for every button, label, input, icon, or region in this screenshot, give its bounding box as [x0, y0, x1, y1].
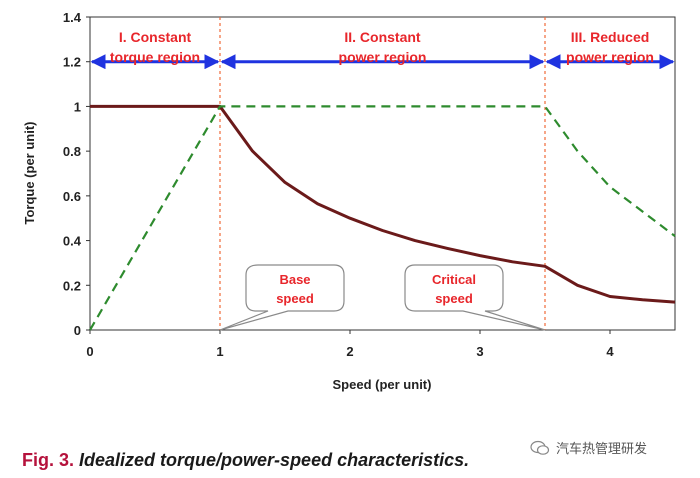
y-tick-label: 0.8 [63, 144, 81, 159]
region-labels: I. Constant torque region II. Constant powe… [110, 29, 654, 65]
y-axis-label: Torque (per unit) [22, 121, 37, 224]
annotation-callouts: Base speed Critical speed [219, 264, 546, 331]
callout-text-line1: Base [279, 272, 310, 287]
callout-box [404, 264, 546, 331]
x-tick-labels: 0 1 2 3 4 [86, 330, 614, 359]
power-line [89, 105, 676, 331]
y-tick-label: 0 [74, 323, 81, 338]
x-axis-label: Speed (per unit) [333, 377, 432, 392]
callout-text-line2: speed [276, 291, 314, 306]
region-label-line2: torque region [110, 49, 200, 65]
y-tick-label: 0.6 [63, 189, 81, 204]
region-label-line1: I. Constant [119, 29, 192, 45]
torque-speed-chart: I. Constant torque region II. Constant powe… [22, 10, 676, 392]
callout-text-line1: Critical [432, 272, 476, 287]
watermark-text: 汽车热管理研发 [556, 441, 648, 456]
x-tick-label: 1 [216, 344, 223, 359]
region-label-line2: power region [339, 49, 427, 65]
region-label-line1: III. Reduced [571, 29, 650, 45]
figure-caption: Fig. 3. Idealized torque/power-speed cha… [22, 450, 469, 471]
region-label-line2: power region [566, 49, 654, 65]
torque-line [90, 104, 676, 304]
y-tick-label: 1 [74, 99, 81, 114]
watermark: 汽车热管理研发 [530, 438, 647, 457]
figure-number: Fig. 3. [22, 450, 75, 470]
x-tick-label: 3 [476, 344, 483, 359]
region-dividers [219, 17, 546, 330]
region-label-line1: II. Constant [344, 29, 421, 45]
y-tick-label: 0.4 [63, 234, 82, 249]
plot-area-frame [89, 16, 676, 331]
x-tick-label: 2 [346, 344, 353, 359]
series-lines [89, 104, 676, 331]
y-tick-label: 0.2 [63, 278, 81, 293]
callout-text-line2: speed [435, 291, 473, 306]
y-tick-label: 1.2 [63, 55, 81, 70]
x-tick-label: 4 [606, 344, 614, 359]
y-tick-labels: 0 0.2 0.4 0.6 0.8 1 1.2 1.4 [63, 10, 90, 338]
callout-box [219, 264, 345, 331]
x-tick-label: 0 [86, 344, 93, 359]
wechat-icon [530, 440, 550, 455]
y-tick-label: 1.4 [63, 10, 82, 25]
figure-caption-text: Idealized torque/power-speed characteris… [79, 450, 470, 470]
